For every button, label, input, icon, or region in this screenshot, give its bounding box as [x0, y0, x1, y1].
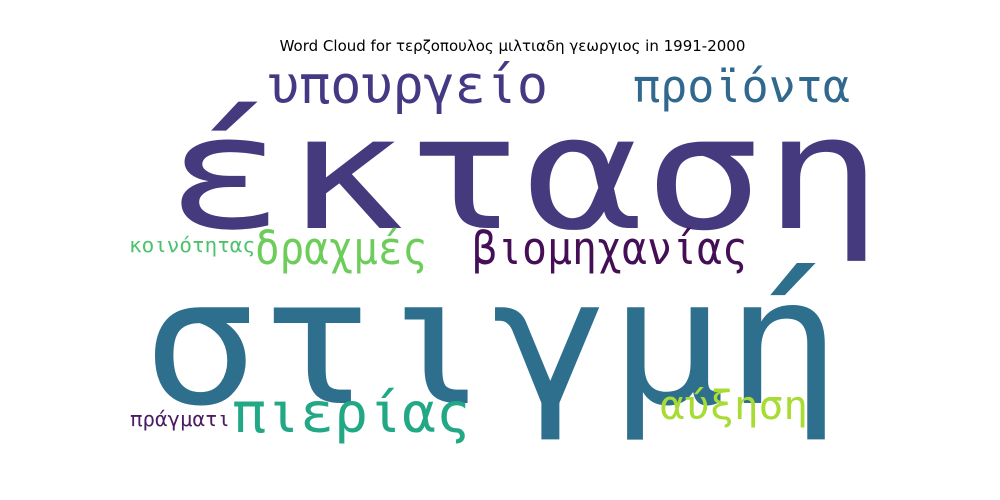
word-4: βιομηχανίας [472, 222, 747, 275]
chart-title: Word Cloud for τερζοπουλος μιλτιαδη γεωρ… [279, 37, 746, 55]
word-3: προϊόντα [633, 60, 850, 113]
word-8: κοινότητας [129, 233, 255, 257]
word-0: έκταση [165, 82, 883, 266]
word-2: υπουργείο [268, 56, 548, 116]
word-5: δραχμές [255, 222, 427, 275]
word-7: αύξηση [660, 383, 808, 429]
word-9: πράγματι [130, 407, 230, 431]
word-6: πιερίας [232, 381, 470, 445]
word-1: στιγμή [142, 242, 842, 445]
